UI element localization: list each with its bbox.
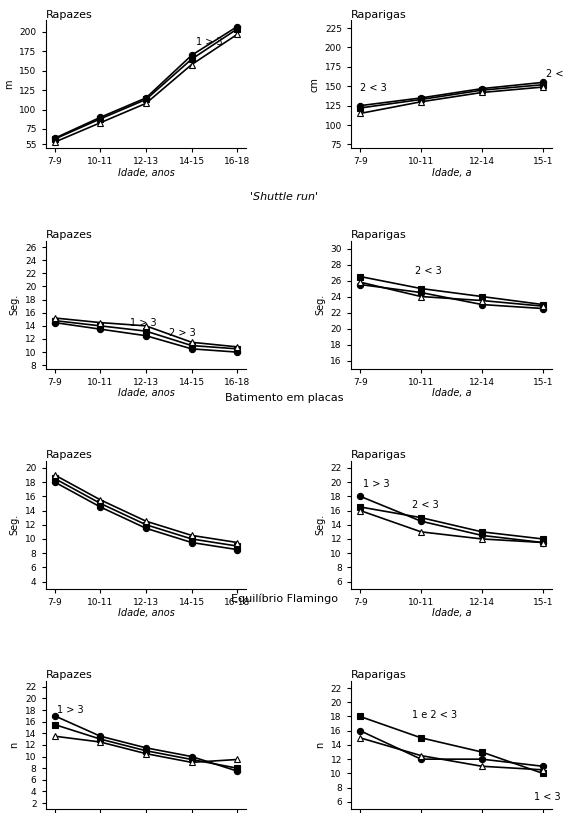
X-axis label: Idade, a: Idade, a <box>432 608 471 618</box>
Text: Raparigas: Raparigas <box>351 450 407 460</box>
Text: Raparigas: Raparigas <box>351 230 407 240</box>
Y-axis label: n: n <box>10 741 19 748</box>
X-axis label: Idade, a: Idade, a <box>432 167 471 178</box>
Text: Batimento em placas: Batimento em placas <box>225 393 344 403</box>
Text: Rapazes: Rapazes <box>46 670 92 680</box>
Y-axis label: Seg.: Seg. <box>10 294 19 315</box>
Text: 2 < 3: 2 < 3 <box>412 500 439 511</box>
Y-axis label: n: n <box>315 741 325 748</box>
Text: 1 > 3: 1 > 3 <box>363 479 390 489</box>
Text: Rapazes: Rapazes <box>46 450 92 460</box>
Y-axis label: m: m <box>3 80 14 89</box>
Y-axis label: Seg.: Seg. <box>315 294 325 315</box>
Text: 1 e 2 < 3: 1 e 2 < 3 <box>412 710 457 720</box>
X-axis label: Idade, anos: Idade, anos <box>118 388 175 398</box>
Y-axis label: cm: cm <box>309 77 319 92</box>
Text: Raparigas: Raparigas <box>351 10 407 20</box>
Text: 2 < 3: 2 < 3 <box>360 83 387 93</box>
Text: 1 > 3: 1 > 3 <box>196 37 223 47</box>
Text: 1 > 3: 1 > 3 <box>57 705 84 715</box>
Y-axis label: Seg.: Seg. <box>315 514 325 535</box>
Text: Rapazes: Rapazes <box>46 10 92 20</box>
Text: 'Shuttle run': 'Shuttle run' <box>250 192 319 202</box>
Text: 1 < 3: 1 < 3 <box>534 792 560 802</box>
Text: 2 > 3: 2 > 3 <box>169 328 196 337</box>
X-axis label: Idade, a: Idade, a <box>432 388 471 398</box>
X-axis label: Idade, anos: Idade, anos <box>118 608 175 618</box>
X-axis label: Idade, anos: Idade, anos <box>118 167 175 178</box>
Text: Equilíbrio Flamingo: Equilíbrio Flamingo <box>231 594 338 604</box>
Text: Rapazes: Rapazes <box>46 230 92 240</box>
Text: Raparigas: Raparigas <box>351 670 407 680</box>
Text: 1 > 3: 1 > 3 <box>130 318 156 328</box>
Y-axis label: Seg.: Seg. <box>10 514 19 535</box>
Text: 2 <: 2 < <box>546 69 563 79</box>
Text: 2 < 3: 2 < 3 <box>415 266 442 276</box>
